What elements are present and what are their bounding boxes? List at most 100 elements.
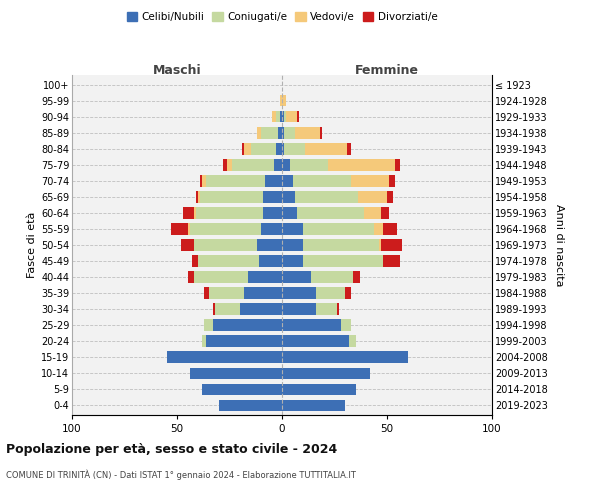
Bar [296, 207, 364, 218]
Bar [202, 336, 206, 347]
Bar [389, 175, 395, 186]
Bar [265, 175, 282, 186]
Bar [303, 223, 374, 234]
Bar [257, 239, 282, 251]
Bar [244, 288, 282, 299]
Bar [282, 288, 316, 299]
Bar [251, 143, 276, 154]
Bar [276, 143, 282, 154]
Bar [244, 143, 251, 154]
Bar [196, 191, 198, 202]
Bar [282, 384, 355, 395]
Bar [351, 175, 389, 186]
Bar [204, 288, 209, 299]
Bar [282, 111, 284, 122]
Bar [170, 223, 187, 234]
Bar [280, 111, 282, 122]
Bar [282, 320, 341, 331]
Bar [190, 223, 261, 234]
Bar [282, 272, 311, 283]
Bar [261, 127, 278, 138]
Bar [303, 239, 379, 251]
Bar [290, 159, 328, 170]
Bar [379, 239, 381, 251]
Bar [295, 191, 358, 202]
Bar [209, 288, 244, 299]
Bar [353, 272, 360, 283]
Bar [320, 127, 322, 138]
Bar [200, 191, 263, 202]
Bar [200, 175, 202, 186]
Bar [284, 127, 295, 138]
Bar [341, 320, 352, 331]
Bar [188, 223, 190, 234]
Bar [219, 400, 282, 411]
Bar [282, 223, 303, 234]
Bar [263, 191, 282, 202]
Bar [215, 304, 240, 315]
Bar [223, 159, 227, 170]
Legend: Celibi/Nubili, Coniugati/e, Vedovi/e, Divorziati/e: Celibi/Nubili, Coniugati/e, Vedovi/e, Di… [122, 8, 442, 26]
Bar [232, 159, 274, 170]
Bar [284, 111, 286, 122]
Bar [345, 288, 352, 299]
Bar [364, 207, 381, 218]
Bar [263, 207, 282, 218]
Text: Maschi: Maschi [152, 64, 202, 76]
Bar [374, 223, 383, 234]
Bar [311, 272, 353, 283]
Bar [280, 95, 282, 106]
Bar [381, 239, 402, 251]
Bar [286, 111, 296, 122]
Bar [192, 256, 198, 267]
Bar [194, 272, 248, 283]
Bar [213, 304, 215, 315]
Bar [316, 288, 345, 299]
Bar [198, 191, 200, 202]
Bar [202, 175, 206, 186]
Bar [198, 256, 259, 267]
Bar [395, 159, 400, 170]
Bar [282, 143, 284, 154]
Bar [190, 368, 282, 379]
Text: COMUNE DI TRINITÀ (CN) - Dati ISTAT 1° gennaio 2024 - Elaborazione TUTTITALIA.IT: COMUNE DI TRINITÀ (CN) - Dati ISTAT 1° g… [6, 469, 356, 480]
Bar [204, 320, 213, 331]
Bar [337, 304, 339, 315]
Y-axis label: Fasce di età: Fasce di età [26, 212, 37, 278]
Bar [261, 223, 282, 234]
Bar [383, 256, 400, 267]
Bar [196, 207, 263, 218]
Bar [282, 239, 303, 251]
Bar [184, 207, 194, 218]
Bar [383, 223, 397, 234]
Bar [349, 336, 355, 347]
Bar [347, 143, 352, 154]
Bar [282, 336, 349, 347]
Text: Femmine: Femmine [355, 64, 419, 76]
Bar [295, 127, 320, 138]
Bar [282, 159, 290, 170]
Bar [213, 320, 282, 331]
Bar [303, 256, 383, 267]
Bar [257, 127, 261, 138]
Bar [206, 175, 265, 186]
Bar [187, 272, 194, 283]
Bar [282, 368, 370, 379]
Bar [305, 143, 347, 154]
Bar [282, 207, 296, 218]
Bar [259, 256, 282, 267]
Bar [276, 111, 280, 122]
Bar [282, 95, 286, 106]
Bar [181, 239, 194, 251]
Bar [194, 239, 257, 251]
Bar [282, 191, 295, 202]
Bar [358, 191, 387, 202]
Bar [167, 352, 282, 363]
Bar [328, 159, 395, 170]
Bar [278, 127, 282, 138]
Bar [316, 304, 337, 315]
Bar [242, 143, 244, 154]
Bar [206, 336, 282, 347]
Bar [282, 400, 345, 411]
Bar [296, 111, 299, 122]
